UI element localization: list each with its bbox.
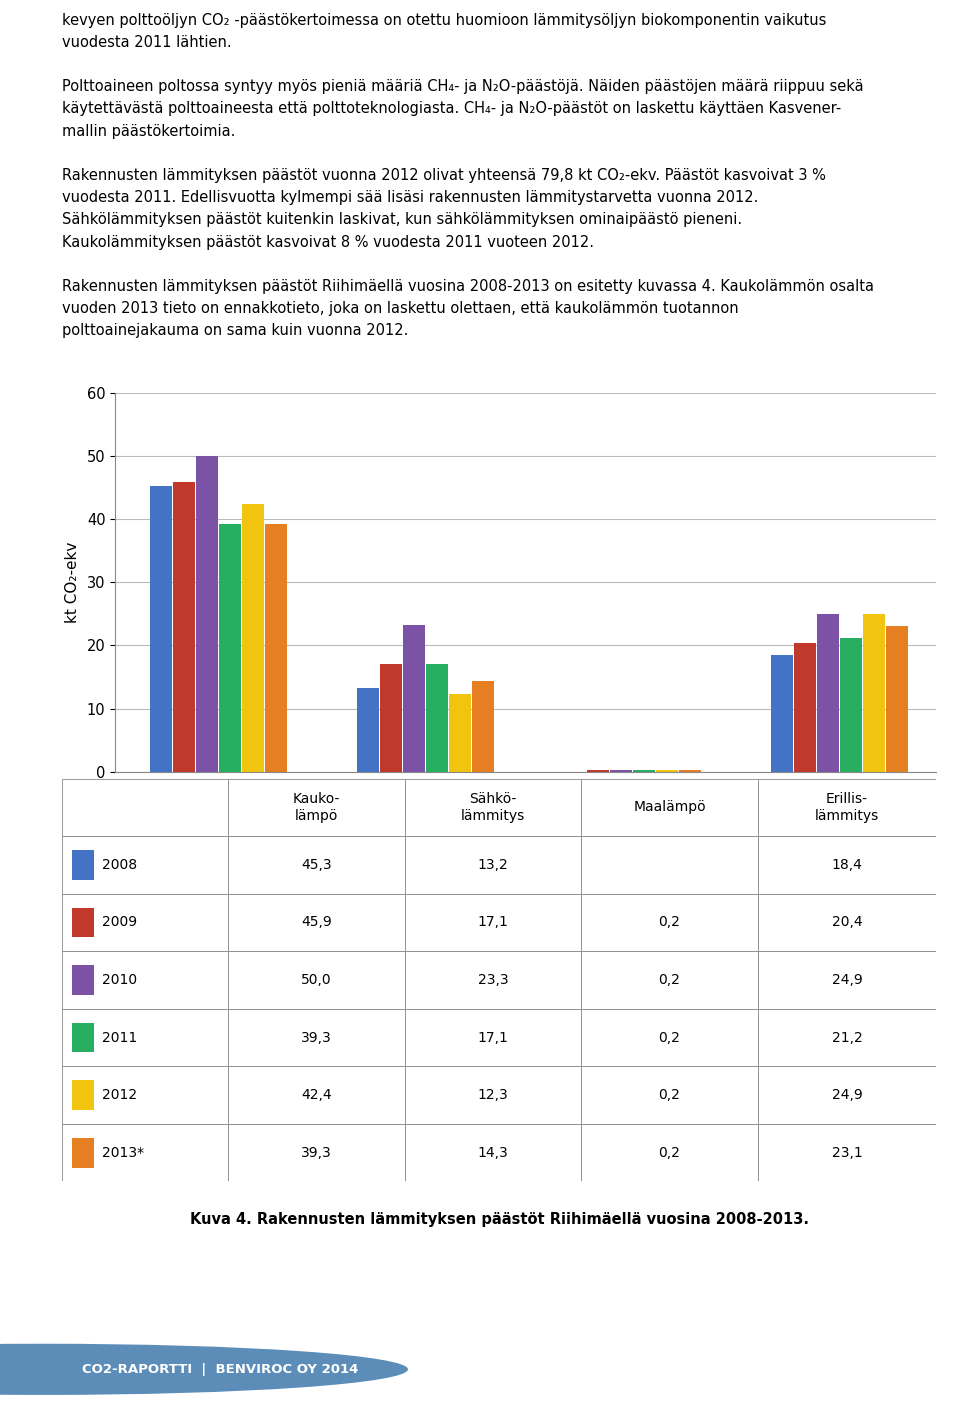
Bar xyxy=(582,1009,757,1066)
Bar xyxy=(62,779,228,836)
Bar xyxy=(196,456,218,772)
Bar xyxy=(62,1066,228,1124)
Bar xyxy=(62,1124,228,1181)
Text: 21,2: 21,2 xyxy=(831,1031,862,1044)
Text: 23,3: 23,3 xyxy=(478,974,509,986)
Bar xyxy=(840,638,862,772)
Bar xyxy=(405,894,582,951)
Bar xyxy=(72,908,94,937)
Text: Maalämpö: Maalämpö xyxy=(634,801,706,814)
Text: 23,1: 23,1 xyxy=(831,1146,862,1159)
Text: Sähkö-
lämmitys: Sähkö- lämmitys xyxy=(461,793,525,822)
Bar xyxy=(757,779,936,836)
Text: kevyen polttoöljyn CO₂ -päästökertoimessa on otettu huomioon lämmitysöljyn bioko: kevyen polttoöljyn CO₂ -päästökertoimess… xyxy=(62,13,875,338)
Bar xyxy=(228,951,405,1009)
Bar xyxy=(405,1124,582,1181)
Bar xyxy=(405,1066,582,1124)
Bar xyxy=(582,779,757,836)
Bar xyxy=(582,1066,757,1124)
Bar xyxy=(62,951,228,1009)
Bar xyxy=(405,951,582,1009)
Bar xyxy=(403,624,425,772)
Bar xyxy=(582,894,757,951)
Text: 17: 17 xyxy=(894,1355,936,1383)
Text: 17,1: 17,1 xyxy=(478,1031,509,1044)
Bar xyxy=(228,836,405,894)
Bar xyxy=(219,523,241,772)
Text: 20,4: 20,4 xyxy=(831,916,862,929)
Text: Kuva 4. Rakennusten lämmityksen päästöt Riihimäellä vuosina 2008-2013.: Kuva 4. Rakennusten lämmityksen päästöt … xyxy=(190,1212,808,1226)
Text: 2009: 2009 xyxy=(102,916,137,929)
Text: 0,2: 0,2 xyxy=(659,1146,681,1159)
Text: Kauko-
lämpö: Kauko- lämpö xyxy=(293,793,340,822)
Bar xyxy=(757,894,936,951)
Text: 42,4: 42,4 xyxy=(301,1089,332,1101)
Text: 13,2: 13,2 xyxy=(478,859,509,871)
Bar xyxy=(757,1124,936,1181)
Text: 2012: 2012 xyxy=(102,1089,137,1101)
Bar xyxy=(150,485,173,772)
Bar xyxy=(757,1009,936,1066)
Bar xyxy=(757,1066,936,1124)
Bar xyxy=(265,523,287,772)
Bar xyxy=(794,643,816,772)
Bar xyxy=(72,1023,94,1052)
Bar xyxy=(405,779,582,836)
Bar xyxy=(817,615,839,772)
Bar xyxy=(582,1124,757,1181)
Text: 0,2: 0,2 xyxy=(659,1031,681,1044)
Text: 45,9: 45,9 xyxy=(301,916,332,929)
Text: 0,2: 0,2 xyxy=(659,1089,681,1101)
Bar xyxy=(72,850,94,880)
Bar xyxy=(62,1009,228,1066)
Bar xyxy=(582,836,757,894)
Text: 39,3: 39,3 xyxy=(301,1146,332,1159)
Bar xyxy=(242,504,264,772)
Bar xyxy=(426,664,448,772)
Bar xyxy=(72,1138,94,1167)
Text: 39,3: 39,3 xyxy=(301,1031,332,1044)
Text: 24,9: 24,9 xyxy=(831,1089,862,1101)
Bar xyxy=(357,689,379,772)
Bar xyxy=(582,951,757,1009)
Bar xyxy=(757,951,936,1009)
Bar xyxy=(886,626,908,772)
Bar xyxy=(380,664,402,772)
Text: 17,1: 17,1 xyxy=(478,916,509,929)
Text: 2011: 2011 xyxy=(102,1031,137,1044)
Y-axis label: kt CO₂-ekv: kt CO₂-ekv xyxy=(64,542,80,623)
Bar xyxy=(228,1124,405,1181)
Text: 18,4: 18,4 xyxy=(831,859,862,871)
Bar xyxy=(863,615,885,772)
Bar xyxy=(757,836,936,894)
Bar xyxy=(449,694,471,772)
Bar xyxy=(72,1080,94,1110)
Bar xyxy=(405,836,582,894)
Bar xyxy=(62,836,228,894)
Bar xyxy=(173,481,195,772)
Bar xyxy=(72,965,94,995)
Bar xyxy=(62,894,228,951)
Circle shape xyxy=(0,1344,408,1395)
Circle shape xyxy=(0,1350,357,1389)
Text: 24,9: 24,9 xyxy=(831,974,862,986)
Bar xyxy=(472,682,494,772)
Bar xyxy=(228,894,405,951)
Text: 12,3: 12,3 xyxy=(478,1089,509,1101)
Text: 2010: 2010 xyxy=(102,974,137,986)
Text: 2008: 2008 xyxy=(102,859,137,871)
Bar xyxy=(228,1009,405,1066)
Text: 0,2: 0,2 xyxy=(659,916,681,929)
Bar xyxy=(771,655,793,772)
Text: 50,0: 50,0 xyxy=(301,974,332,986)
Bar xyxy=(405,1009,582,1066)
Text: 2013*: 2013* xyxy=(102,1146,144,1159)
Text: CO2-RAPORTTI  |  BENVIROC OY 2014: CO2-RAPORTTI | BENVIROC OY 2014 xyxy=(82,1362,358,1376)
Bar xyxy=(228,1066,405,1124)
Bar xyxy=(228,779,405,836)
Text: 0,2: 0,2 xyxy=(659,974,681,986)
Text: 45,3: 45,3 xyxy=(301,859,332,871)
Text: 14,3: 14,3 xyxy=(478,1146,509,1159)
Text: Erillis-
lämmitys: Erillis- lämmitys xyxy=(815,793,879,822)
